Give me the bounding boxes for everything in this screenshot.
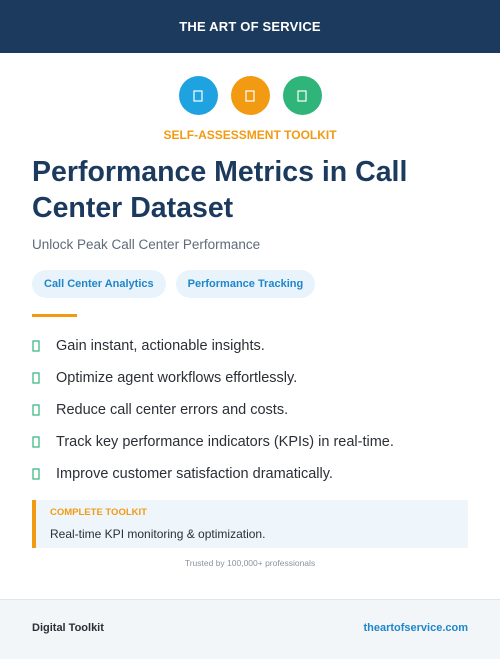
website-link[interactable]: theartofservice.com (363, 622, 468, 634)
icon-row (0, 76, 500, 115)
trust-note: Trusted by 100,000+ professionals (184, 558, 316, 568)
brand-name: THE ART OF SERVICE (179, 19, 321, 34)
accent-divider (32, 314, 77, 317)
toolkit-callout: COMPLETE TOOLKIT Real-time KPI monitorin… (32, 500, 468, 548)
footer: Digital Toolkit theartofservice.com (0, 599, 500, 659)
top-banner: THE ART OF SERVICE (0, 0, 500, 53)
callout-text: Real-time KPI monitoring & optimization. (50, 527, 266, 541)
benefit-item: Gain instant, actionable insights. (32, 330, 394, 362)
benefit-item: Track key performance indicators (KPIs) … (32, 426, 394, 458)
footer-label: Digital Toolkit (32, 622, 104, 634)
benefit-text: Optimize agent workflows effortlessly. (56, 370, 298, 386)
callout-label: COMPLETE TOOLKIT (50, 507, 147, 518)
tag-call-center-analytics[interactable]: Call Center Analytics (32, 270, 166, 298)
page-title: Performance Metrics in Call Center Datas… (32, 156, 408, 224)
file-icon (230, 76, 270, 115)
file-icon (282, 76, 322, 115)
check-icon (32, 340, 48, 352)
toolkit-kicker: SELF-ASSESSMENT TOOLKIT (163, 128, 337, 142)
check-icon (32, 436, 48, 448)
benefit-item: Optimize agent workflows effortlessly. (32, 362, 394, 394)
tag-list: Call Center Analytics Performance Tracki… (32, 270, 316, 298)
benefit-text: Reduce call center errors and costs. (56, 402, 289, 418)
benefit-item: Reduce call center errors and costs. (32, 394, 394, 426)
benefit-item: Improve customer satisfaction dramatical… (32, 458, 394, 490)
file-icon (178, 76, 218, 115)
tag-performance-tracking[interactable]: Performance Tracking (175, 270, 316, 298)
benefit-text: Gain instant, actionable insights. (56, 338, 265, 354)
benefit-list: Gain instant, actionable insights. Optim… (32, 330, 394, 490)
check-icon (32, 372, 48, 384)
benefit-text: Track key performance indicators (KPIs) … (56, 434, 394, 450)
benefit-text: Improve customer satisfaction dramatical… (56, 466, 333, 482)
page-subtitle: Unlock Peak Call Center Performance (32, 237, 261, 252)
check-icon (32, 404, 48, 416)
check-icon (32, 468, 48, 480)
